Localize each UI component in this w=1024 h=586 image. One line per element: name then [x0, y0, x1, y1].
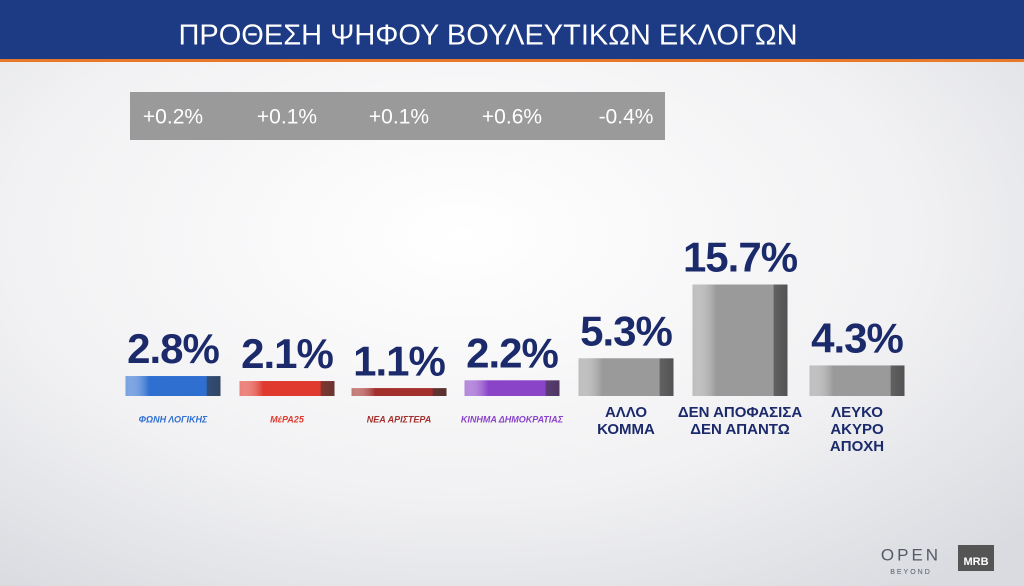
value-label: 2.1%	[241, 330, 333, 377]
channel-logo: OPEN	[881, 545, 941, 564]
value-label: 5.3%	[580, 307, 672, 354]
change-box	[130, 92, 665, 140]
header-bar	[0, 0, 1024, 59]
category-label: ΔΕΝ ΑΠΑΝΤΩ	[690, 421, 789, 438]
party-logo-text: ΜέΡΑ25	[270, 414, 305, 424]
bar-shade	[464, 380, 560, 396]
bar-shade	[692, 284, 788, 396]
channel-tagline: BEYOND	[890, 569, 932, 576]
value-label: 15.7%	[683, 234, 798, 281]
value-label: 2.2%	[466, 329, 558, 376]
change-label: +0.6%	[482, 106, 542, 129]
value-label: 4.3%	[811, 315, 903, 362]
pollster-logo: MRB	[963, 556, 988, 568]
change-label: +0.1%	[257, 106, 317, 129]
value-label: 1.1%	[353, 337, 445, 384]
bar-shade	[239, 381, 335, 396]
chart-title: ΠΡΟΘΕΣΗ ΨΗΦΟΥ ΒΟΥΛΕΥΤΙΚΩΝ ΕΚΛΟΓΩΝ	[178, 20, 797, 52]
category-label: ΛΕΥΚΟ	[831, 404, 883, 421]
category-label: ΑΠΟΧΗ	[830, 438, 884, 455]
party-logo-text: ΦΩΝΗ ΛΟΓΙΚΗΣ	[139, 414, 208, 424]
party-logo-text: ΚΙΝΗΜΑ ΔΗΜΟΚΡΑΤΙΑΣ	[461, 414, 564, 424]
party-logo-text: ΝΕΑ ΑΡΙΣΤΕΡΑ	[367, 414, 432, 424]
category-label: ΚΟΜΜΑ	[597, 421, 655, 438]
pollster-logo-box	[958, 545, 994, 571]
bar-shade	[351, 388, 447, 396]
change-label: +0.2%	[143, 106, 203, 129]
change-label: +0.1%	[369, 106, 429, 129]
value-label: 2.8%	[127, 325, 219, 372]
header-accent	[0, 59, 1024, 62]
category-label: ΑΚΥΡΟ	[830, 421, 884, 438]
category-label: ΑΛΛΟ	[605, 404, 647, 421]
category-label: ΔΕΝ ΑΠΟΦΑΣΙΣΑ	[678, 404, 802, 421]
bar-shade	[809, 365, 905, 396]
bar-shade	[578, 358, 674, 396]
bar-shade	[125, 376, 221, 396]
change-label: -0.4%	[599, 106, 654, 129]
